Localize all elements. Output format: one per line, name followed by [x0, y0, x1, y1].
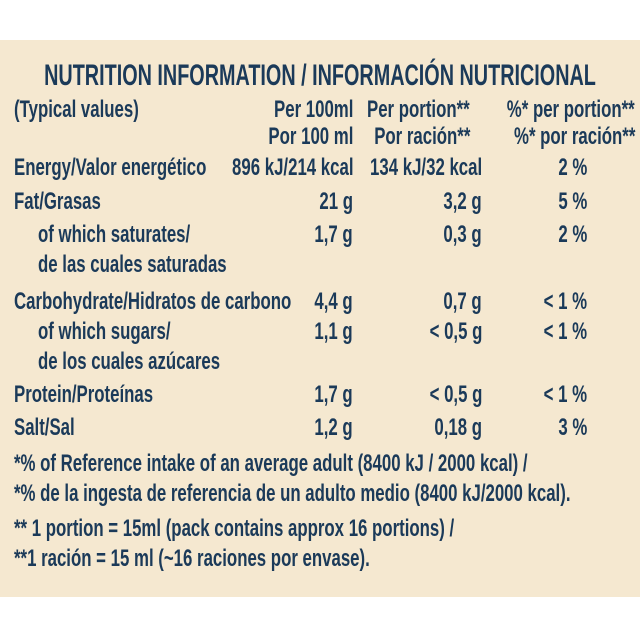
footnote-portion-size-es: **1 ración = 15 ml (~16 raciones por env…: [0, 546, 640, 572]
nutrient-row-carbohydrate: Carbohydrate/Hidratos de carbono 4,4 g 0…: [0, 289, 640, 315]
per100-value: 1,2 g: [314, 414, 353, 441]
portion-value: 0,3 g: [443, 221, 482, 248]
nutrient-label: Energy/Valor energético: [14, 154, 207, 181]
col-header-per100-es: Por 100 ml: [268, 123, 353, 150]
footnote-portion-size-en: ** 1 portion = 15ml (pack contains appro…: [0, 516, 640, 542]
nutrient-row-saturates-es: de las cuales saturadas: [0, 252, 640, 278]
nutrient-label: Fat/Grasas: [14, 188, 101, 215]
col-header-portion-en: Per portion**: [367, 96, 470, 123]
per100-value: 1,1 g: [314, 318, 353, 345]
nutrition-title: NUTRITION INFORMATION / INFORMACIÓN NUTR…: [44, 59, 596, 92]
nutrient-label: Carbohydrate/Hidratos de carbono: [14, 288, 292, 315]
percent-value: 5 %: [558, 188, 587, 215]
footnote-text: ** 1 portion = 15ml (pack contains appro…: [14, 515, 455, 542]
column-header-row-en: (Typical values) Per 100ml Per portion**…: [0, 97, 640, 123]
per100-value: 1,7 g: [314, 381, 353, 408]
percent-value: < 1 %: [543, 288, 587, 315]
nutrient-label: de las cuales saturadas: [38, 251, 227, 278]
nutrient-row-saturates: of which saturates/ 1,7 g 0,3 g 2 %: [0, 222, 640, 248]
percent-value: < 1 %: [543, 381, 587, 408]
per100-value: 1,7 g: [314, 221, 353, 248]
percent-value: < 1 %: [543, 318, 587, 345]
nutrient-label: Salt/Sal: [14, 414, 75, 441]
nutrient-row-sugars: of which sugars/ 1,1 g < 0,5 g < 1 %: [0, 319, 640, 345]
footnote-text: *% de la ingesta de referencia de un adu…: [14, 480, 571, 507]
portion-value: 134 kJ/32 kcal: [369, 154, 482, 181]
nutrient-label: Protein/Proteínas: [14, 381, 154, 408]
nutrition-panel: NUTRITION INFORMATION / INFORMACIÓN NUTR…: [0, 40, 640, 597]
nutrient-row-energy: Energy/Valor energético 896 kJ/214 kcal …: [0, 155, 640, 181]
per100-value: 4,4 g: [314, 288, 353, 315]
portion-value: 3,2 g: [443, 188, 482, 215]
footnote-text: **1 ración = 15 ml (~16 raciones por env…: [14, 545, 370, 572]
nutrient-row-protein: Protein/Proteínas 1,7 g < 0,5 g < 1 %: [0, 382, 640, 408]
footnote-text: *% of Reference intake of an average adu…: [14, 450, 528, 477]
percent-value: 2 %: [558, 154, 587, 181]
percent-value: 3 %: [558, 414, 587, 441]
percent-value: 2 %: [558, 221, 587, 248]
portion-value: 0,18 g: [434, 414, 482, 441]
portion-value: 0,7 g: [443, 288, 482, 315]
col-header-per100-en: Per 100ml: [273, 96, 353, 123]
nutrient-label: of which saturates/: [38, 221, 191, 248]
portion-value: < 0,5 g: [429, 381, 482, 408]
col-header-pct-en: %* per portion**: [507, 96, 635, 123]
footnote-reference-intake-en: *% of Reference intake of an average adu…: [0, 451, 640, 477]
column-header-row-es: Por 100 ml Por ración** %* por ración**: [0, 124, 640, 150]
footnote-reference-intake-es: *% de la ingesta de referencia de un adu…: [0, 481, 640, 507]
per100-value: 21 g: [319, 188, 353, 215]
per100-value: 896 kJ/214 kcal: [231, 154, 353, 181]
nutrient-row-fat: Fat/Grasas 21 g 3,2 g 5 %: [0, 189, 640, 215]
portion-value: < 0,5 g: [429, 318, 482, 345]
col-header-portion-es: Por ración**: [373, 123, 470, 150]
nutrient-label: of which sugars/: [38, 318, 171, 345]
col-header-pct-es: %* por ración**: [513, 123, 635, 150]
nutrient-label: de los cuales azúcares: [38, 348, 221, 375]
typical-values-label: (Typical values): [14, 96, 139, 123]
nutrient-row-salt: Salt/Sal 1,2 g 0,18 g 3 %: [0, 415, 640, 441]
nutrient-row-sugars-es: de los cuales azúcares: [0, 349, 640, 375]
